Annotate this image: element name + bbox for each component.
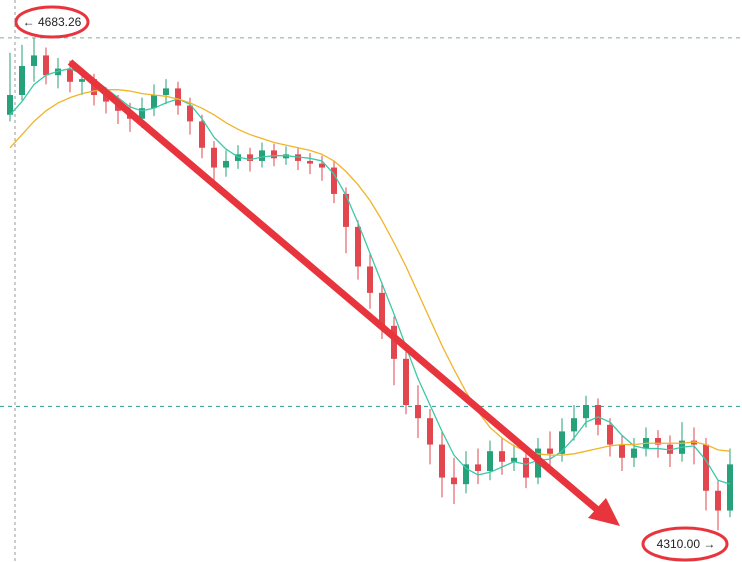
candle-body	[559, 431, 565, 454]
plot	[0, 37, 742, 531]
candle-body	[319, 163, 325, 168]
candle-body	[187, 105, 193, 122]
candle-body	[103, 94, 109, 102]
candle-body	[307, 160, 313, 164]
low-price-label: 4310.00 →	[657, 537, 716, 551]
candle-body	[175, 88, 181, 106]
candle-body	[631, 448, 637, 458]
candle-body	[223, 160, 229, 168]
high-price-label: ← 4683.26	[23, 15, 82, 29]
candle-body	[499, 451, 505, 462]
candle-body	[391, 325, 397, 359]
candle-body	[91, 79, 97, 95]
candle-body	[487, 451, 493, 471]
candle-body	[427, 418, 433, 445]
candle-body	[379, 292, 385, 326]
candle-body	[295, 154, 301, 161]
highlight-ellipse	[641, 526, 729, 562]
candle-body	[19, 65, 25, 95]
candle-body	[151, 94, 157, 109]
candle-body	[715, 490, 721, 511]
candle-body	[211, 147, 217, 168]
candle-body	[511, 457, 517, 462]
candle-body	[79, 79, 85, 82]
candle-body	[583, 405, 589, 419]
candle-body	[43, 55, 49, 76]
moving-average-line	[9, 67, 731, 485]
candle-body	[247, 154, 253, 161]
candle-body	[727, 464, 733, 511]
candle-body	[439, 444, 445, 478]
candle-body	[271, 150, 277, 159]
candle-body	[619, 444, 625, 458]
candle-body	[163, 88, 169, 95]
candle-body	[199, 121, 205, 148]
candle-body	[475, 464, 481, 471]
candle-body	[607, 424, 613, 445]
candle-body	[7, 94, 13, 115]
candle-body	[451, 477, 457, 485]
trend-arrowhead	[588, 498, 620, 526]
candle-body	[259, 150, 265, 161]
candle-body	[595, 405, 601, 425]
candle-body	[403, 358, 409, 406]
candle-body	[67, 68, 73, 82]
candle-body	[571, 418, 577, 432]
candle-body	[415, 405, 421, 419]
candle-body	[343, 193, 349, 227]
candle-body	[31, 55, 37, 66]
candle-body	[655, 437, 661, 445]
moving-average-line	[9, 89, 731, 456]
candle-body	[139, 108, 145, 119]
candle-body	[523, 457, 529, 478]
candle-body	[547, 448, 553, 454]
candle-body	[283, 154, 289, 159]
candle-body	[331, 167, 337, 194]
candle-body	[463, 464, 469, 485]
highlight-ellipse	[14, 5, 90, 39]
candle-body	[703, 444, 709, 491]
trend-arrow	[67, 59, 603, 515]
candle-body	[367, 266, 373, 293]
candle-body	[355, 226, 361, 267]
